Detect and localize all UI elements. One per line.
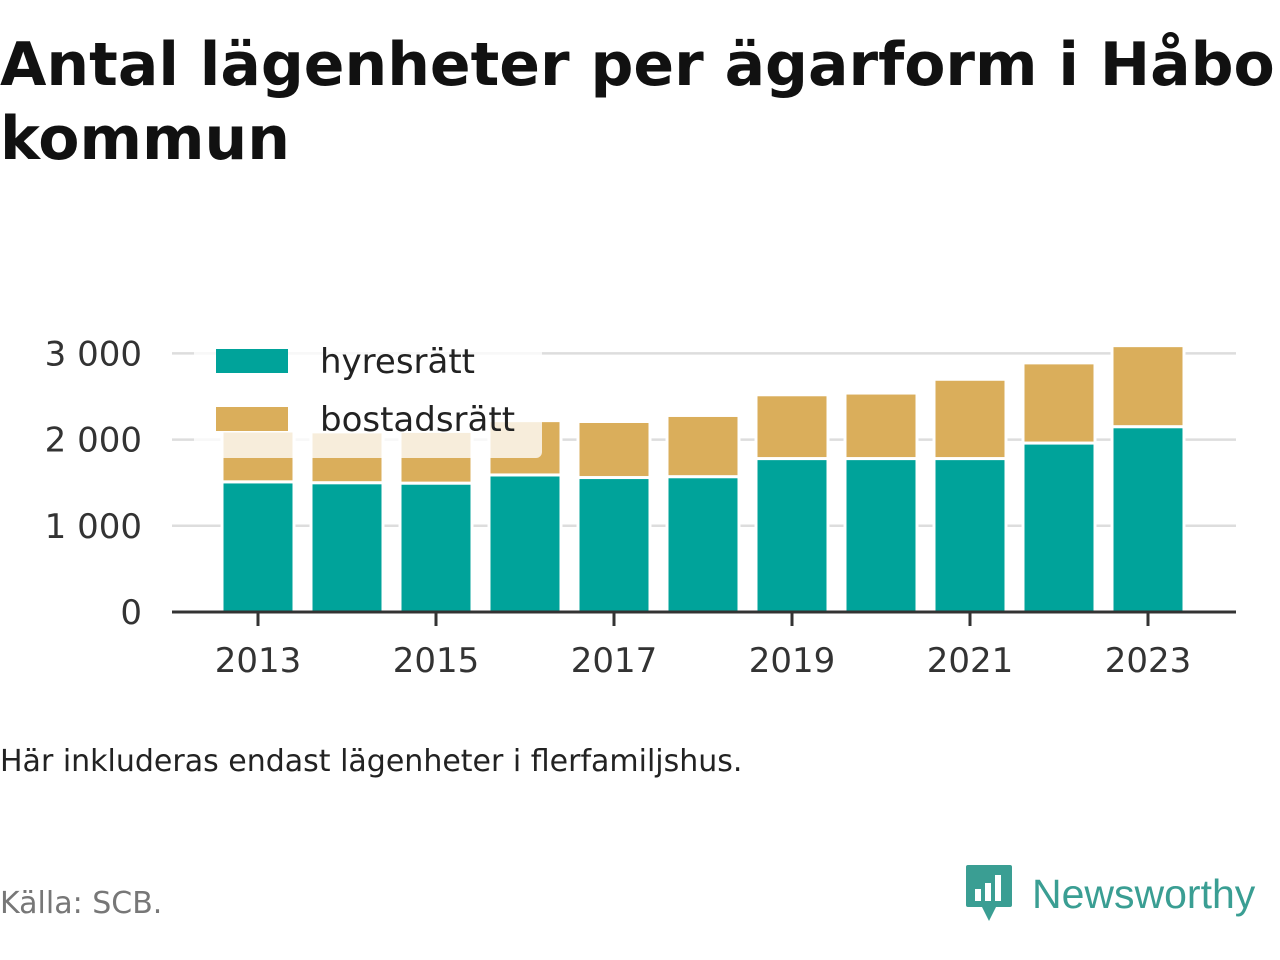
bar-hyresratt-2013	[220, 480, 296, 614]
stacked-bar-chart: hyresrätt bostadsrätt 0 1 000 2 000 3 000 201…	[44, 322, 1236, 681]
newsworthy-logo: Newsworthy	[964, 862, 1255, 926]
bar-hyresratt-2015	[398, 481, 474, 614]
bar-bostadsratt-2018	[665, 413, 741, 479]
x-tick-label: 2021	[927, 641, 1014, 681]
brand-name: Newsworthy	[1032, 870, 1256, 917]
y-tick-label: 0	[120, 593, 142, 633]
y-tick-label: 3 000	[45, 334, 142, 374]
y-tick-label: 1 000	[45, 507, 142, 547]
bar-hyresratt-2020	[843, 457, 919, 614]
bar-bostadsratt-2023	[1110, 344, 1186, 429]
x-tick-label: 2017	[571, 641, 658, 681]
axes: 0 1 000 2 000 3 000 2013 2015 2017 2019 2021 2023	[45, 334, 1236, 681]
bar-bostadsratt-2019	[754, 393, 830, 461]
legend-swatch	[216, 349, 288, 373]
chart-note: Här inkluderas endast lägenheter i flerf…	[0, 744, 743, 779]
legend-swatch	[216, 407, 288, 431]
bar-hyresratt-2023	[1110, 425, 1186, 614]
bar-hyresratt-2021	[932, 457, 1008, 614]
x-tick-label: 2013	[215, 641, 302, 681]
bar-bostadsratt-2021	[932, 377, 1008, 461]
bar-hyresratt-2014	[309, 481, 385, 614]
legend-label: hyresrätt	[320, 342, 475, 382]
legend-label: bostadsrätt	[320, 400, 515, 440]
x-tick-label: 2019	[749, 641, 836, 681]
bar-hyresratt-2018	[665, 475, 741, 614]
x-tick-label: 2015	[393, 641, 480, 681]
source-label: Källa: SCB.	[0, 886, 163, 921]
bar-chart-speech-bubble-icon	[966, 865, 1012, 921]
y-tick-label: 2 000	[45, 421, 142, 461]
bar-hyresratt-2019	[754, 457, 830, 614]
bars	[220, 344, 1186, 614]
x-tick-label: 2023	[1105, 641, 1192, 681]
bar-bostadsratt-2017	[576, 419, 652, 480]
legend: hyresrätt bostadsrätt	[194, 322, 542, 458]
bar-hyresratt-2017	[576, 476, 652, 614]
chart-title: Antal lägenheter per ägarform i Håbo kom…	[0, 30, 1275, 174]
bar-hyresratt-2022	[1021, 441, 1097, 614]
bar-bostadsratt-2020	[843, 391, 919, 461]
bar-hyresratt-2016	[487, 473, 563, 614]
bar-bostadsratt-2022	[1021, 361, 1097, 445]
